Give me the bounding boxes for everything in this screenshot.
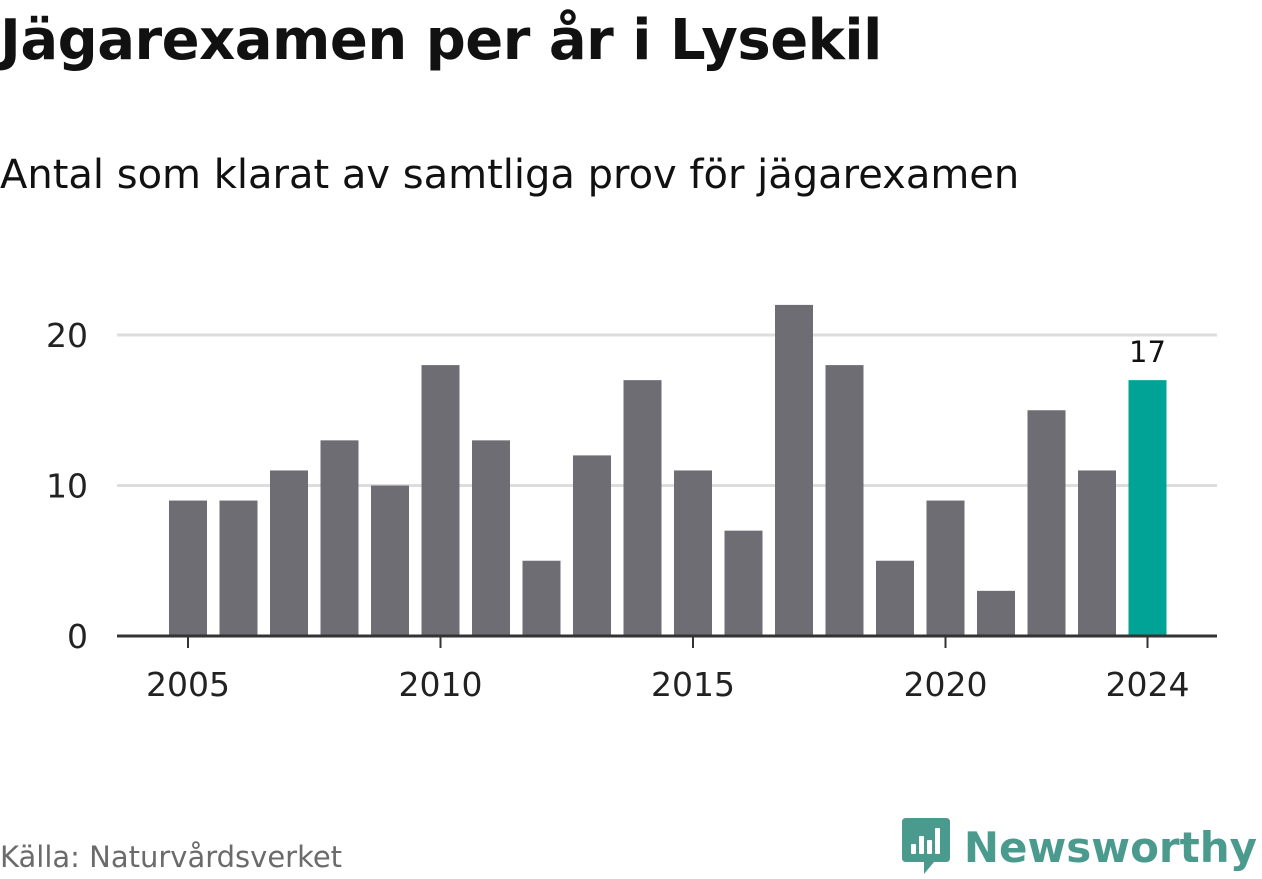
newsworthy-logo-icon xyxy=(901,818,950,874)
x-tick-label: 2005 xyxy=(146,665,230,704)
bar-2009 xyxy=(371,485,409,636)
bar-2006 xyxy=(219,500,258,636)
bar-2016 xyxy=(724,530,763,636)
data-label-2024: 17 xyxy=(1129,335,1166,369)
x-tick-label: 2015 xyxy=(651,665,735,704)
chart-title: Jägarexamen per år i Lysekil xyxy=(0,8,882,73)
x-tick-label: 2020 xyxy=(904,665,988,704)
source-note: Källa: Naturvårdsverket xyxy=(0,840,343,874)
bar-2024 xyxy=(1128,380,1167,636)
bar-2023 xyxy=(1078,470,1116,636)
bar-2017 xyxy=(775,304,813,636)
bar-2012 xyxy=(522,560,561,636)
bar-2007 xyxy=(270,470,308,636)
bar-2018 xyxy=(825,365,864,636)
y-tick-label: 0 xyxy=(67,617,88,656)
bar-2005 xyxy=(169,500,207,636)
axes xyxy=(117,634,1217,648)
chart-subtitle: Antal som klarat av samtliga prov för jä… xyxy=(0,152,1020,198)
bar-2015 xyxy=(674,470,712,636)
bar-2011 xyxy=(472,440,510,636)
x-tick-label: 2010 xyxy=(399,665,483,704)
bar-2022 xyxy=(1027,410,1066,636)
bar-2013 xyxy=(573,455,611,636)
bar-2020 xyxy=(926,500,965,636)
y-tick-label: 20 xyxy=(46,316,88,355)
y-tick-label: 10 xyxy=(46,467,88,506)
brand-name: Newsworthy xyxy=(963,822,1257,872)
bar-2019 xyxy=(876,560,914,636)
bar-2014 xyxy=(623,380,662,636)
x-tick-label: 2024 xyxy=(1106,665,1190,704)
brand-logo: Newsworthy xyxy=(901,818,1257,876)
bars xyxy=(169,304,1167,636)
bar-2021 xyxy=(977,590,1015,636)
bar-2010 xyxy=(421,365,460,636)
labels: 0 10 20 2005 2010 2015 2020 2024 17 xyxy=(46,316,1189,704)
bar-2008 xyxy=(320,440,359,636)
